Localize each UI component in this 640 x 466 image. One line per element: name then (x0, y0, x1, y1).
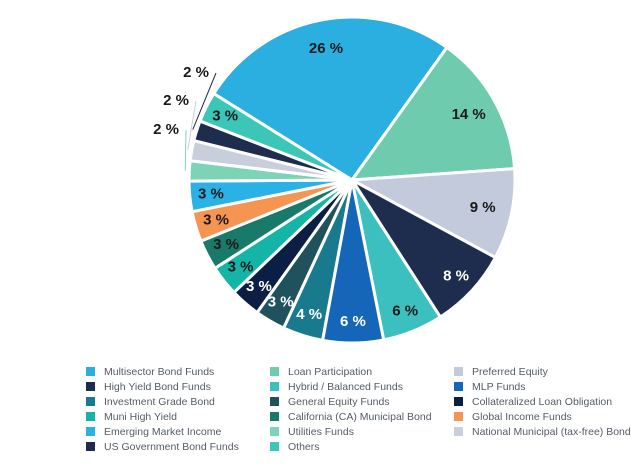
legend-swatch (270, 397, 279, 406)
legend-swatch (270, 442, 279, 451)
legend-swatch (454, 397, 463, 406)
legend-item[interactable]: General Equity Funds (270, 394, 454, 409)
label-connector (184, 129, 187, 171)
legend-label: Hybrid / Balanced Funds (288, 380, 403, 393)
legend-item[interactable]: High Yield Bond Funds (86, 379, 270, 394)
legend-item[interactable]: California (CA) Municipal Bond (270, 409, 454, 424)
pie-slice-loan-participation[interactable] (348, 45, 517, 182)
legend-label: Utilities Funds (288, 425, 354, 438)
legend-item[interactable]: Hybrid / Balanced Funds (270, 379, 454, 394)
legend-label: High Yield Bond Funds (104, 380, 211, 393)
label-connector (187, 100, 197, 150)
legend-label: Muni High Yield (104, 410, 177, 423)
legend-item[interactable]: Emerging Market Income (86, 424, 270, 439)
legend-swatch (86, 412, 95, 421)
legend-item[interactable]: US Government Bond Funds (86, 439, 270, 454)
slice-data-label: 2 % (183, 64, 209, 81)
slice-data-label: 6 % (340, 313, 366, 330)
legend-swatch (454, 367, 463, 376)
legend-swatch (454, 412, 463, 421)
legend-item[interactable]: Multisector Bond Funds (86, 364, 270, 379)
legend-swatch (86, 367, 95, 376)
slice-data-label: 3 % (203, 211, 229, 228)
legend-label: Collateralized Loan Obligation (472, 395, 613, 408)
legend-label: US Government Bond Funds (104, 440, 239, 453)
legend-item[interactable]: Global Income Funds (454, 409, 636, 424)
pie-slice-preferred-equity[interactable] (346, 167, 517, 260)
legend-swatch (454, 427, 463, 436)
pie-slice-others[interactable] (198, 91, 353, 182)
legend-swatch (86, 442, 95, 451)
legend-item[interactable]: Utilities Funds (270, 424, 454, 439)
legend-item[interactable]: National Municipal (tax-free) Bond (454, 424, 636, 439)
slice-data-label: 2 % (163, 92, 189, 109)
legend-swatch (270, 427, 279, 436)
slice-data-label: 3 % (246, 278, 272, 295)
slice-data-label: 3 % (213, 236, 239, 253)
slice-data-label: 3 % (212, 107, 238, 124)
slice-data-label: 3 % (268, 294, 294, 311)
legend-label: National Municipal (tax-free) Bond (472, 425, 631, 438)
slice-data-label: 9 % (470, 199, 496, 216)
chart-legend: Multisector Bond Funds Loan Participation… (86, 364, 636, 454)
slice-data-label: 3 % (198, 185, 224, 202)
slice-data-label: 26 % (309, 40, 343, 57)
pie-slice-multisector-bond-funds[interactable] (211, 15, 449, 183)
slice-data-label: 2 % (153, 121, 179, 138)
legend-swatch (270, 367, 279, 376)
legend-item[interactable]: Investment Grade Bond (86, 394, 270, 409)
legend-label: Preferred Equity (472, 365, 548, 378)
slice-data-label: 8 % (443, 267, 469, 284)
legend-label: California (CA) Municipal Bond (288, 410, 432, 423)
legend-item[interactable]: Preferred Equity (454, 364, 636, 379)
legend-label: General Equity Funds (288, 395, 390, 408)
legend-item[interactable]: MLP Funds (454, 379, 636, 394)
legend-item[interactable]: Collateralized Loan Obligation (454, 394, 636, 409)
legend-swatch (86, 397, 95, 406)
legend-label: MLP Funds (472, 380, 526, 393)
slice-data-label: 14 % (452, 106, 486, 123)
legend-label: Emerging Market Income (104, 425, 222, 438)
slice-data-label: 6 % (392, 302, 418, 319)
pie-chart: 26 %14 %9 %8 %6 %6 %4 %3 %3 %3 %3 %3 %3 … (153, 15, 517, 345)
legend-item[interactable]: Muni High Yield (86, 409, 270, 424)
legend-swatch (270, 412, 279, 421)
legend-label: Global Income Funds (472, 410, 572, 423)
legend-label: Investment Grade Bond (104, 395, 215, 408)
legend-swatch (86, 382, 95, 391)
legend-item[interactable]: Loan Participation (270, 364, 454, 379)
legend-label: Multisector Bond Funds (104, 365, 215, 378)
legend-swatch (86, 427, 95, 436)
slice-data-label: 3 % (228, 259, 254, 276)
legend-label: Others (288, 440, 320, 453)
legend-swatch (454, 382, 463, 391)
slice-data-label: 4 % (296, 306, 322, 323)
legend-swatch (270, 382, 279, 391)
legend-item[interactable]: Others (270, 439, 454, 454)
legend-label: Loan Participation (288, 365, 373, 378)
label-connector (192, 72, 217, 130)
